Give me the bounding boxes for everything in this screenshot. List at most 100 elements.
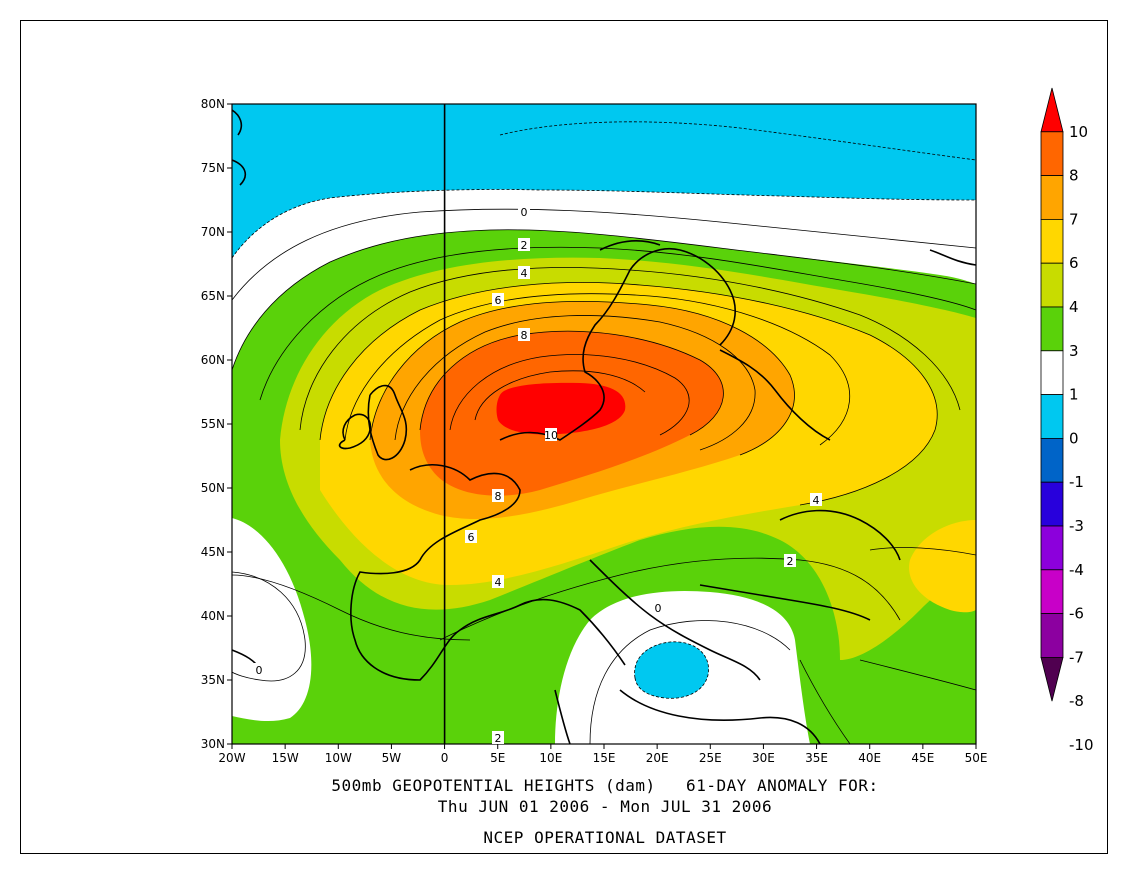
lat-tick-label: 70N [201,225,225,239]
colorbar-label: -10 [1069,736,1094,754]
lon-tick-label: 10W [325,751,352,765]
lat-tick-label: 55N [201,417,225,431]
colorbar-swatch [1040,437,1064,483]
lon-tick-label: 50E [965,751,988,765]
lat-tick-label: 45N [201,545,225,559]
contour-label-bg [545,428,557,441]
contour-label: 4 [495,576,502,589]
lon-tick-label: 25E [699,751,722,765]
contour-label-bg [253,663,265,676]
colorbar-swatch [1040,525,1064,571]
colorbar-swatch [1040,613,1064,658]
lon-tick-label: 45E [911,751,934,765]
contour-label-bg [492,489,504,502]
lon-tick-label: 10E [539,751,562,765]
lon-tick-label: 20W [218,751,245,765]
lon-tick-label: 0 [441,751,449,765]
colorbar-label: 0 [1069,429,1079,447]
colorbar-label: -8 [1069,692,1084,710]
contour-label-bg [518,238,530,251]
lon-tick-label: 30E [752,751,775,765]
contour-label: 0 [256,664,263,677]
colorbar-label: 4 [1069,298,1079,316]
contour-label-bg [465,530,477,543]
contour-label-bg [492,293,504,306]
lon-tick-label: 15E [593,751,616,765]
latitude-axis: 30N 35N 40N 45N 50N 55N 60N 65N 70N 75N 80N [201,97,232,751]
lon-tick-label: 5W [382,751,402,765]
colorbar-label: 3 [1069,342,1079,360]
contour-label: 4 [813,494,820,507]
colorbar-swatch [1040,131,1064,177]
contour-label-bg [518,266,530,279]
colorbar-label: -4 [1069,561,1084,579]
lon-tick-label: 40E [858,751,881,765]
contour-label: 4 [521,267,528,280]
contour-label: 2 [521,239,528,252]
colorbar-swatch [1040,175,1064,220]
lon-tick-label: 35E [805,751,828,765]
contour-label: 2 [495,732,502,745]
lat-tick-label: 80N [201,97,225,111]
lat-tick-label: 40N [201,609,225,623]
contour-label-bg [784,554,796,567]
lon-tick-label: 5E [490,751,505,765]
colorbar-bottom-arrow [1040,657,1064,702]
negative-band-med [634,641,709,699]
contour-label-bg [652,601,664,614]
contour-label: 0 [655,602,662,615]
band-over-10 [496,382,626,435]
lon-tick-label: 20E [646,751,669,765]
contour-labels: 0 2 4 6 8 10 8 6 4 2 4 2 0 0 [253,205,822,745]
contour-label: 6 [468,531,475,544]
dataset-caption: NCEP OPERATIONAL DATASET [483,828,727,847]
band-4-6-se [909,520,976,613]
colorbar-label: 7 [1069,210,1079,228]
contour-label-bg [492,575,504,588]
colorbar-top-arrow [1040,87,1064,133]
contour-label: 2 [787,555,794,568]
colorbar-swatch [1040,481,1064,527]
colorbar-label: 6 [1069,254,1079,272]
contour-label-bg [492,731,504,744]
contour-label: 0 [521,206,528,219]
colorbar-label: 8 [1069,167,1079,185]
lat-tick-label: 30N [201,737,225,751]
contour-label: 8 [495,490,502,503]
lat-tick-label: 50N [201,481,225,495]
contour-label: 6 [495,294,502,307]
contour-lines [232,121,976,744]
colorbar-swatch [1040,350,1064,395]
figure-frame [20,20,1108,854]
colorbar-label: -6 [1069,605,1084,623]
contour-label-bg [810,493,822,506]
coastlines [232,109,976,744]
colorbar-label: 1 [1069,386,1079,404]
map-title-line-2: Thu JUN 01 2006 - Mon JUL 31 2006 [437,797,773,816]
negative-band-north [232,104,976,258]
colorbar-swatch [1040,262,1064,308]
contour-label-bg [518,328,530,341]
colorbar-label: -1 [1069,473,1084,491]
sw-white-zone [232,518,312,722]
lat-tick-label: 75N [201,161,225,175]
contour-label: 8 [521,329,528,342]
colorbar-swatch [1040,306,1064,352]
lat-tick-label: 60N [201,353,225,367]
lat-tick-label: 65N [201,289,225,303]
lat-tick-label: 35N [201,673,225,687]
contour-label: 10 [544,429,558,442]
colorbar-label: 10 [1069,123,1088,141]
colorbar-label: -3 [1069,517,1084,535]
colorbar-swatch [1040,218,1064,264]
anomaly-shading [232,104,976,744]
colorbar-swatch [1040,394,1064,439]
map-title-line-1: 500mb GEOPOTENTIAL HEIGHTS (dam) 61-DAY … [331,776,879,795]
longitude-axis: 20W 15W 10W 5W 0 5E 10E 15E 20E 25E 30E 35E 40E 45E 50… [218,744,987,765]
colorbar-label: -7 [1069,648,1084,666]
contour-label-bg [518,205,530,218]
colorbar-swatch [1040,569,1064,614]
lon-tick-label: 15W [272,751,299,765]
